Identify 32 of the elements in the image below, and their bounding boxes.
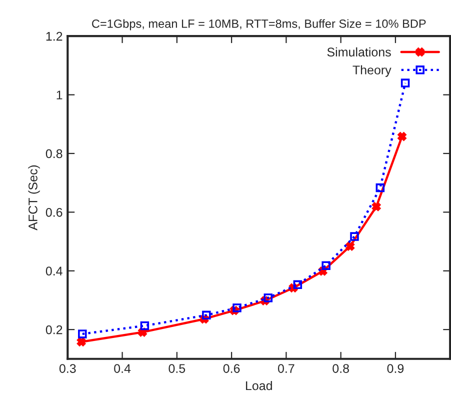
point bbox=[140, 321, 150, 330]
point bbox=[293, 280, 302, 290]
x-tick-label: 0.8 bbox=[332, 364, 349, 373]
point bbox=[76, 338, 86, 346]
y-tick-label: 1 bbox=[56, 90, 62, 100]
legend-label: Simulations bbox=[327, 47, 391, 57]
point bbox=[264, 293, 273, 302]
point bbox=[376, 183, 385, 192]
x-tick-label: 0.7 bbox=[278, 364, 294, 373]
y-tick-label: 0.6 bbox=[46, 208, 62, 217]
point bbox=[78, 330, 87, 338]
point bbox=[322, 261, 330, 270]
y-axis-title: AFCT (Sec) bbox=[28, 165, 40, 230]
y-tick-label: 1.2 bbox=[46, 32, 62, 41]
x-tick-label: 0.5 bbox=[168, 364, 186, 373]
y-tick-label: 0.4 bbox=[46, 266, 62, 276]
point bbox=[232, 303, 242, 312]
x-tick-label: 0.6 bbox=[223, 364, 240, 373]
x-tick-label: 0.9 bbox=[387, 364, 404, 373]
point bbox=[202, 310, 211, 320]
point bbox=[346, 242, 354, 251]
point bbox=[350, 232, 359, 241]
legend-label: Theory bbox=[352, 65, 392, 77]
chart-title: C=1Gbps, mean LF = 10MB, RTT=8ms, Buffer Size = 10% BDP bbox=[92, 19, 426, 30]
y-tick-label: 0.2 bbox=[46, 325, 62, 334]
x-axis-title: Load bbox=[246, 380, 272, 390]
y-tick-label: 0.8 bbox=[46, 149, 62, 158]
point bbox=[400, 78, 410, 88]
point bbox=[372, 202, 381, 211]
x-tick-label: 0.4 bbox=[114, 364, 131, 373]
point bbox=[398, 132, 406, 141]
x-tick-label: 0.3 bbox=[59, 364, 76, 373]
